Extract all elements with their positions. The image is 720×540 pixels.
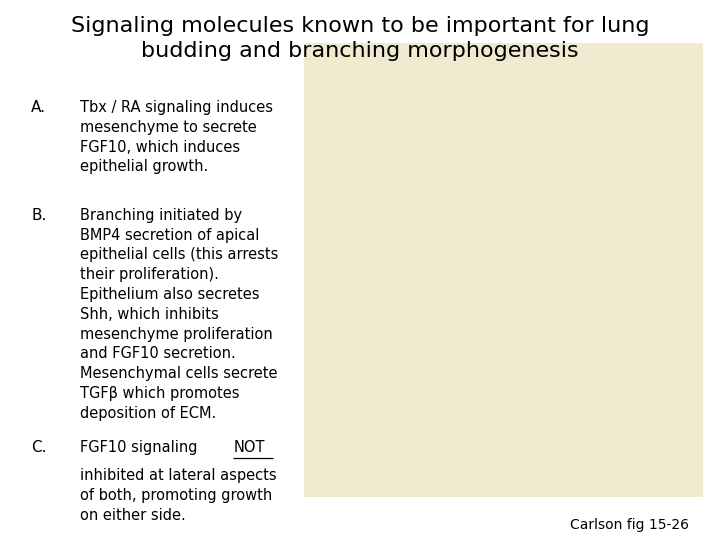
FancyBboxPatch shape (304, 43, 703, 497)
Text: Signaling molecules known to be important for lung
budding and branching morphog: Signaling molecules known to be importan… (71, 16, 649, 61)
Text: B.: B. (31, 208, 47, 223)
Text: Carlson fig 15-26: Carlson fig 15-26 (570, 518, 689, 532)
Text: Branching initiated by
BMP4 secretion of apical
epithelial cells (this arrests
t: Branching initiated by BMP4 secretion of… (80, 208, 279, 421)
Text: FGF10 signaling: FGF10 signaling (80, 440, 202, 455)
Text: NOT: NOT (233, 440, 265, 455)
Text: A.: A. (31, 100, 46, 115)
Text: inhibited at lateral aspects
of both, promoting growth
on either side.: inhibited at lateral aspects of both, pr… (80, 468, 276, 523)
Text: C.: C. (31, 440, 47, 455)
Text: Tbx / RA signaling induces
mesenchyme to secrete
FGF10, which induces
epithelial: Tbx / RA signaling induces mesenchyme to… (80, 100, 273, 174)
